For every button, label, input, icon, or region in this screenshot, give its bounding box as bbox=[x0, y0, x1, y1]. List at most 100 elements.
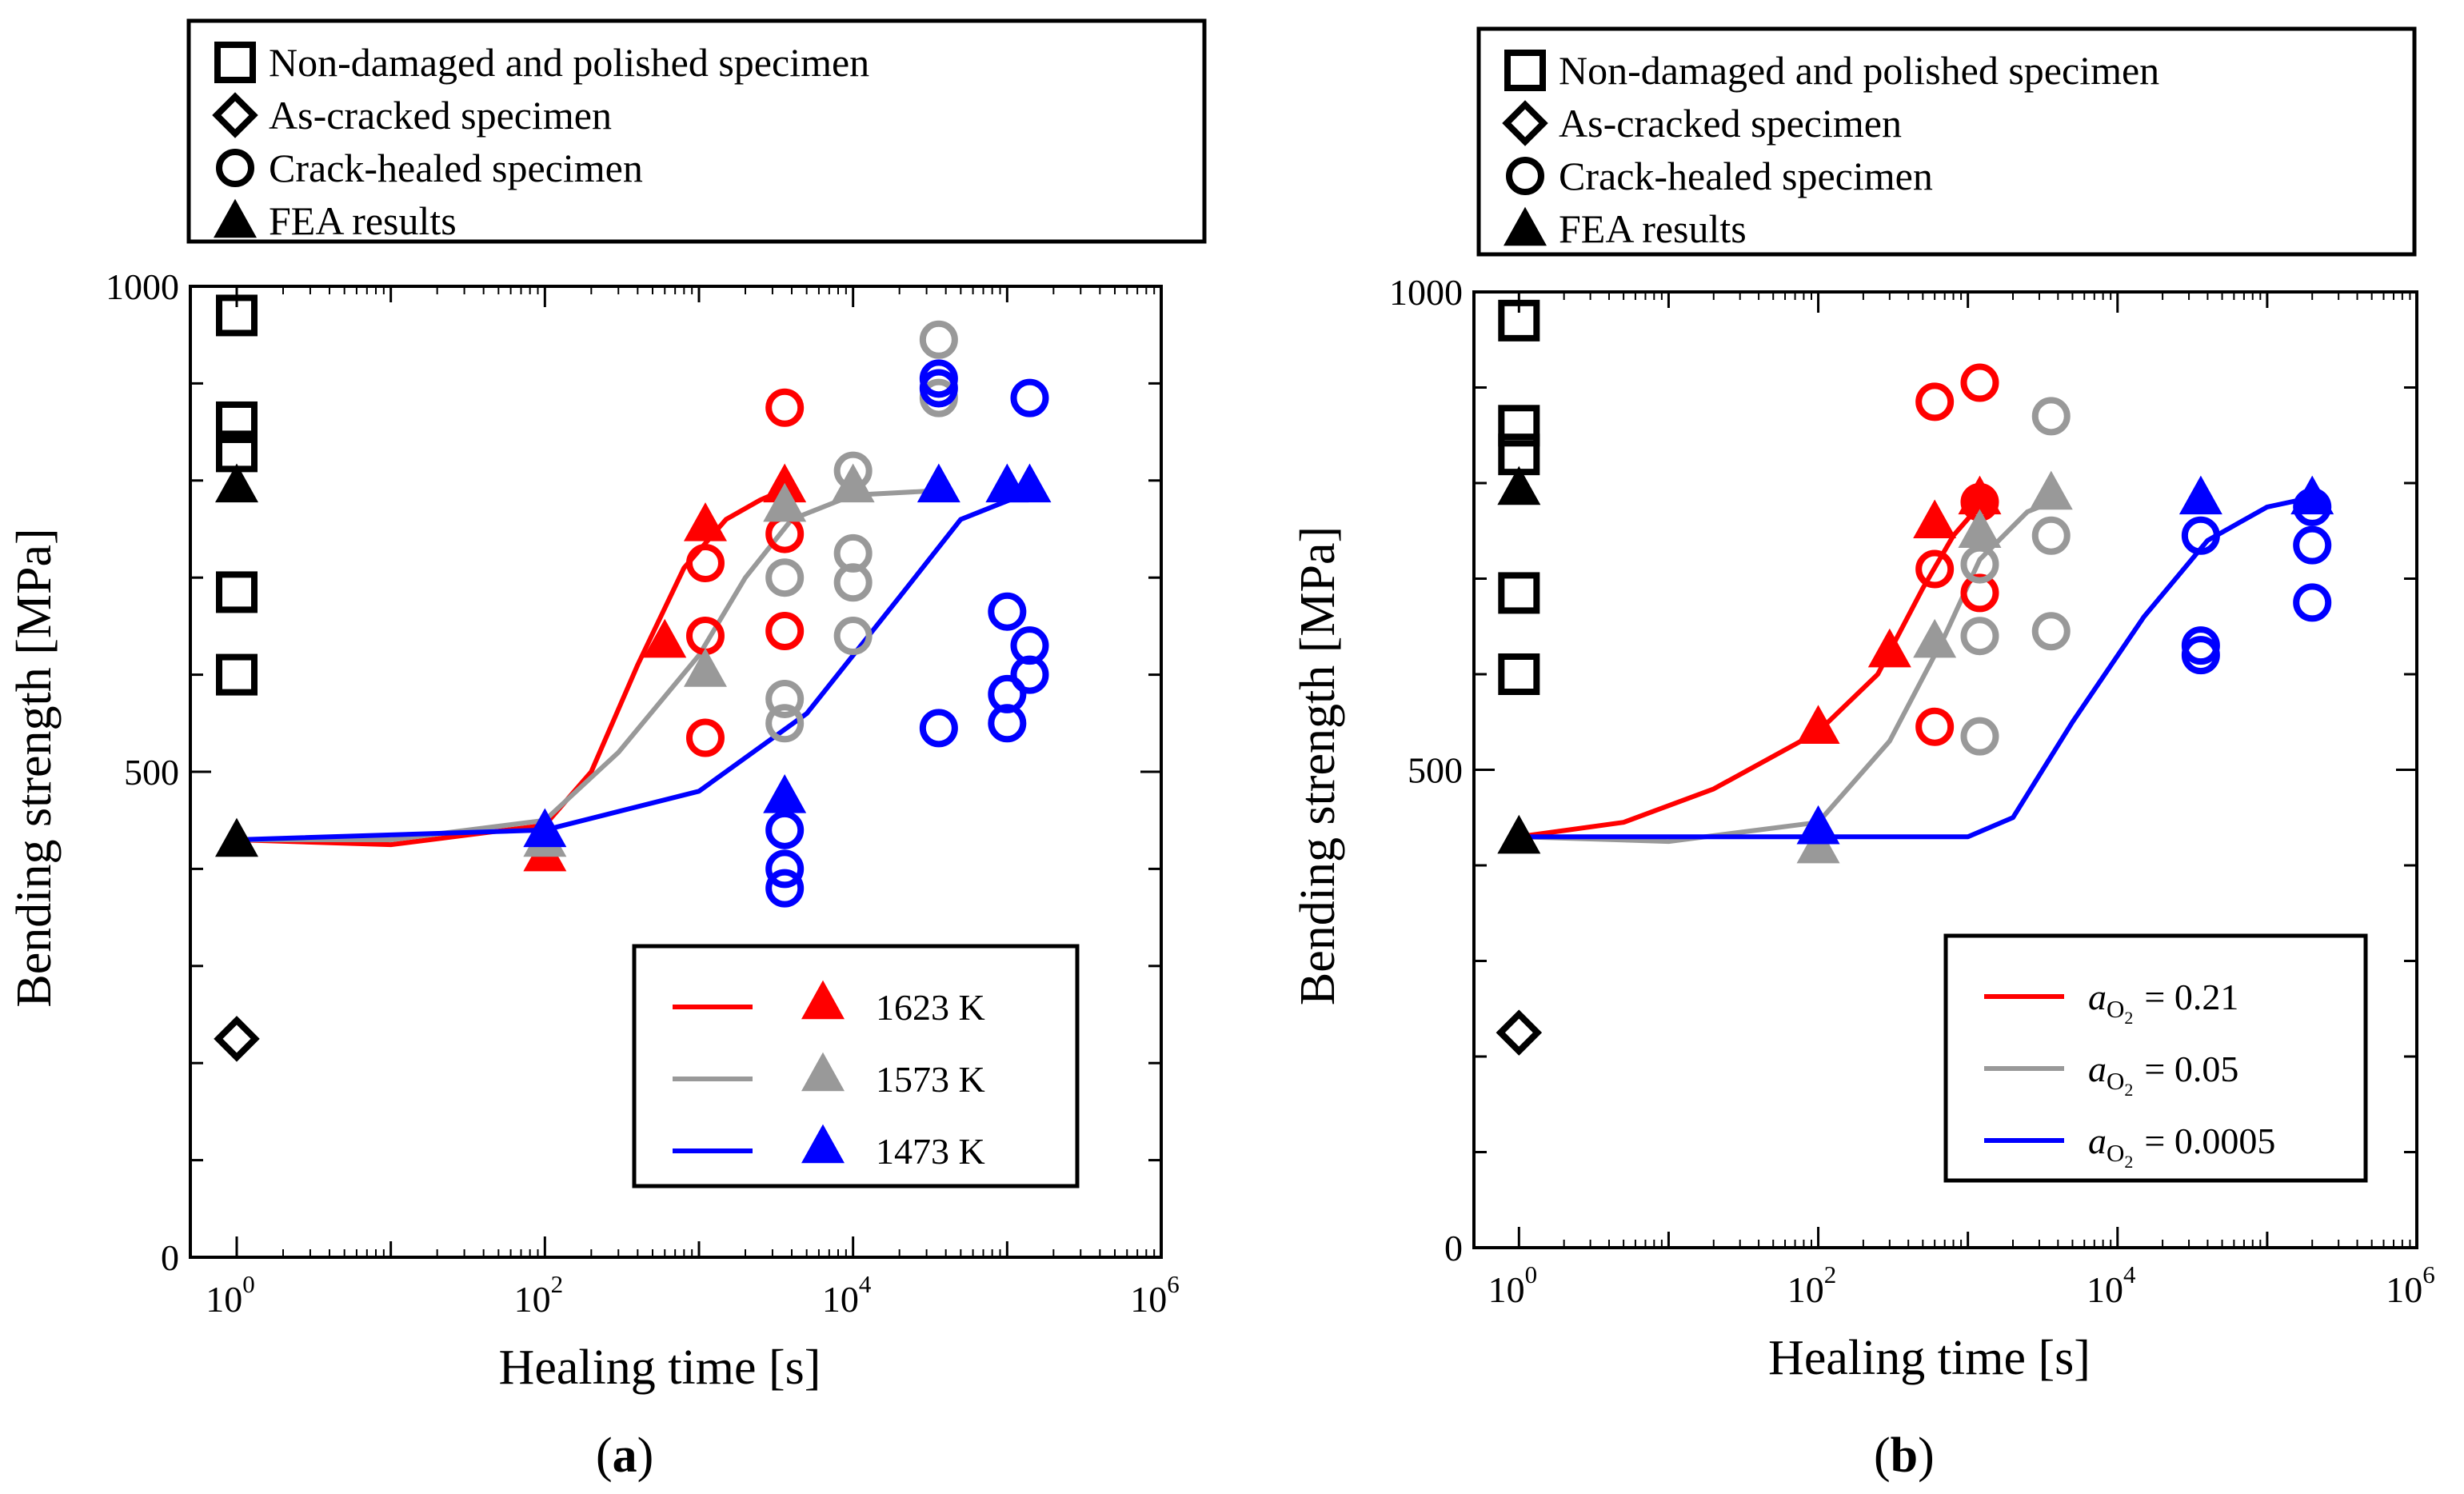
y-axis-title: Bending strength [MPa] bbox=[1291, 526, 1345, 1005]
series-legend-subsub: 2 bbox=[2124, 1080, 2133, 1100]
x-tick-exponent: 0 bbox=[1525, 1260, 1538, 1288]
fea-reference-point bbox=[214, 463, 258, 503]
series-legend-label: aO2 = 0.21 bbox=[2088, 977, 2238, 1028]
series-curve bbox=[1518, 509, 1976, 840]
healed-point bbox=[1010, 378, 1049, 417]
x-tick-base: 10 bbox=[1488, 1269, 1525, 1310]
healed-point bbox=[1960, 617, 1999, 656]
y-tick-label: 1000 bbox=[106, 266, 179, 307]
healed-point bbox=[919, 320, 958, 359]
legend-circle-icon bbox=[216, 149, 254, 187]
series-legend-value: = 0.05 bbox=[2144, 1049, 2238, 1089]
x-tick-exponent: 2 bbox=[1824, 1260, 1837, 1288]
fea-point bbox=[831, 463, 875, 503]
healed-point bbox=[765, 849, 805, 889]
healed-point bbox=[2181, 636, 2220, 675]
healed-point bbox=[765, 558, 805, 597]
non-damaged-point bbox=[215, 571, 258, 613]
fea-point bbox=[2178, 475, 2222, 515]
series-legend-var: a bbox=[2088, 977, 2107, 1017]
healed-point bbox=[2031, 397, 2071, 436]
x-axis-title: Healing time [s] bbox=[1768, 1331, 2091, 1385]
series-legend-subsub: 2 bbox=[2124, 1008, 2133, 1028]
series-legend-label: aO2 = 0.05 bbox=[2088, 1049, 2238, 1100]
healed-point bbox=[765, 810, 805, 849]
healed-point bbox=[765, 869, 805, 908]
healed-point bbox=[1915, 707, 1955, 746]
y-tick-label: 500 bbox=[1408, 750, 1463, 791]
fea-reference-point bbox=[214, 817, 258, 857]
healed-point bbox=[1915, 549, 1955, 589]
y-tick-label: 0 bbox=[161, 1237, 179, 1278]
series-legend: 1623 K 1573 K 1473 K bbox=[632, 944, 1080, 1188]
non-damaged-point bbox=[215, 653, 258, 696]
non-damaged-point bbox=[1498, 405, 1540, 447]
series-curve bbox=[1519, 494, 2313, 840]
x-tick-exponent: 6 bbox=[2422, 1260, 2435, 1288]
x-tick-label: 100 bbox=[206, 1270, 255, 1320]
symbol-legend-label: As-cracked specimen bbox=[1559, 101, 1902, 146]
symbol-legend-box bbox=[1476, 26, 2417, 257]
healed-point bbox=[1915, 382, 1955, 421]
fea-point bbox=[2290, 475, 2334, 515]
series-group bbox=[236, 320, 1052, 908]
x-axis: 100 102 104 106 bbox=[1488, 292, 2435, 1310]
series-legend-var: a bbox=[2088, 1120, 2107, 1161]
fea-point bbox=[1796, 805, 1840, 845]
healed-point bbox=[1960, 545, 1999, 584]
x-tick-base: 10 bbox=[1130, 1279, 1167, 1320]
healed-point bbox=[765, 611, 805, 650]
healed-point bbox=[1010, 655, 1049, 694]
x-tick-label: 104 bbox=[822, 1270, 872, 1320]
series-curve bbox=[236, 488, 784, 848]
healed-point bbox=[833, 563, 873, 602]
legend-triangle-icon bbox=[214, 198, 257, 238]
y-tick-label: 1000 bbox=[1389, 272, 1463, 313]
fea-reference-point bbox=[1497, 465, 1541, 505]
x-tick-base: 10 bbox=[1787, 1269, 1824, 1310]
healed-point bbox=[765, 388, 805, 427]
x-tick-exponent: 6 bbox=[1167, 1270, 1180, 1298]
healed-point bbox=[1960, 573, 1999, 613]
fea-point bbox=[763, 482, 807, 522]
non-damaged-point bbox=[215, 401, 258, 443]
healed-point bbox=[765, 704, 805, 743]
series-legend-var: a bbox=[2088, 1049, 2107, 1089]
x-tick-label: 100 bbox=[1488, 1260, 1538, 1310]
healed-point bbox=[765, 679, 805, 718]
series-legend-subsub: 2 bbox=[2124, 1152, 2133, 1172]
y-axis: 0 500 1000 bbox=[106, 266, 1161, 1278]
healed-point bbox=[919, 369, 958, 408]
legend-diamond-icon bbox=[212, 92, 258, 138]
y-axis-title: Bending strength [MPa] bbox=[7, 528, 62, 1007]
fea-point bbox=[2029, 470, 2073, 510]
symbol-legend-label: FEA results bbox=[1559, 206, 1747, 251]
healed-point bbox=[2293, 583, 2332, 622]
caption-letter: b bbox=[1891, 1428, 1918, 1483]
reference-group bbox=[1496, 299, 1543, 1056]
series-legend-label: 1473 K bbox=[876, 1131, 985, 1172]
series-legend-value: = 0.21 bbox=[2144, 977, 2238, 1017]
healed-point bbox=[919, 709, 958, 748]
series-legend-label: 1573 K bbox=[876, 1059, 985, 1100]
symbol-legend-box bbox=[186, 18, 1207, 244]
symbol-legend-label: Crack-healed specimen bbox=[1559, 154, 1933, 198]
non-damaged-point bbox=[215, 294, 258, 337]
fea-point bbox=[1958, 509, 2002, 548]
legend-triangle-icon bbox=[1504, 206, 1547, 246]
x-tick-exponent: 4 bbox=[859, 1270, 872, 1298]
caption-paren-close: ) bbox=[637, 1428, 654, 1483]
x-tick-label: 102 bbox=[514, 1270, 564, 1320]
legend-diamond-icon bbox=[1502, 100, 1548, 146]
non-damaged-point bbox=[1498, 653, 1540, 695]
x-tick-base: 10 bbox=[206, 1279, 242, 1320]
healed-point bbox=[833, 617, 873, 656]
series-legend-label: aO2 = 0.0005 bbox=[2088, 1120, 2275, 1172]
non-damaged-point bbox=[1498, 572, 1540, 614]
legend-square-icon bbox=[214, 42, 256, 83]
series-legend-label: 1623 K bbox=[876, 987, 985, 1028]
fea-point bbox=[1867, 628, 1911, 668]
